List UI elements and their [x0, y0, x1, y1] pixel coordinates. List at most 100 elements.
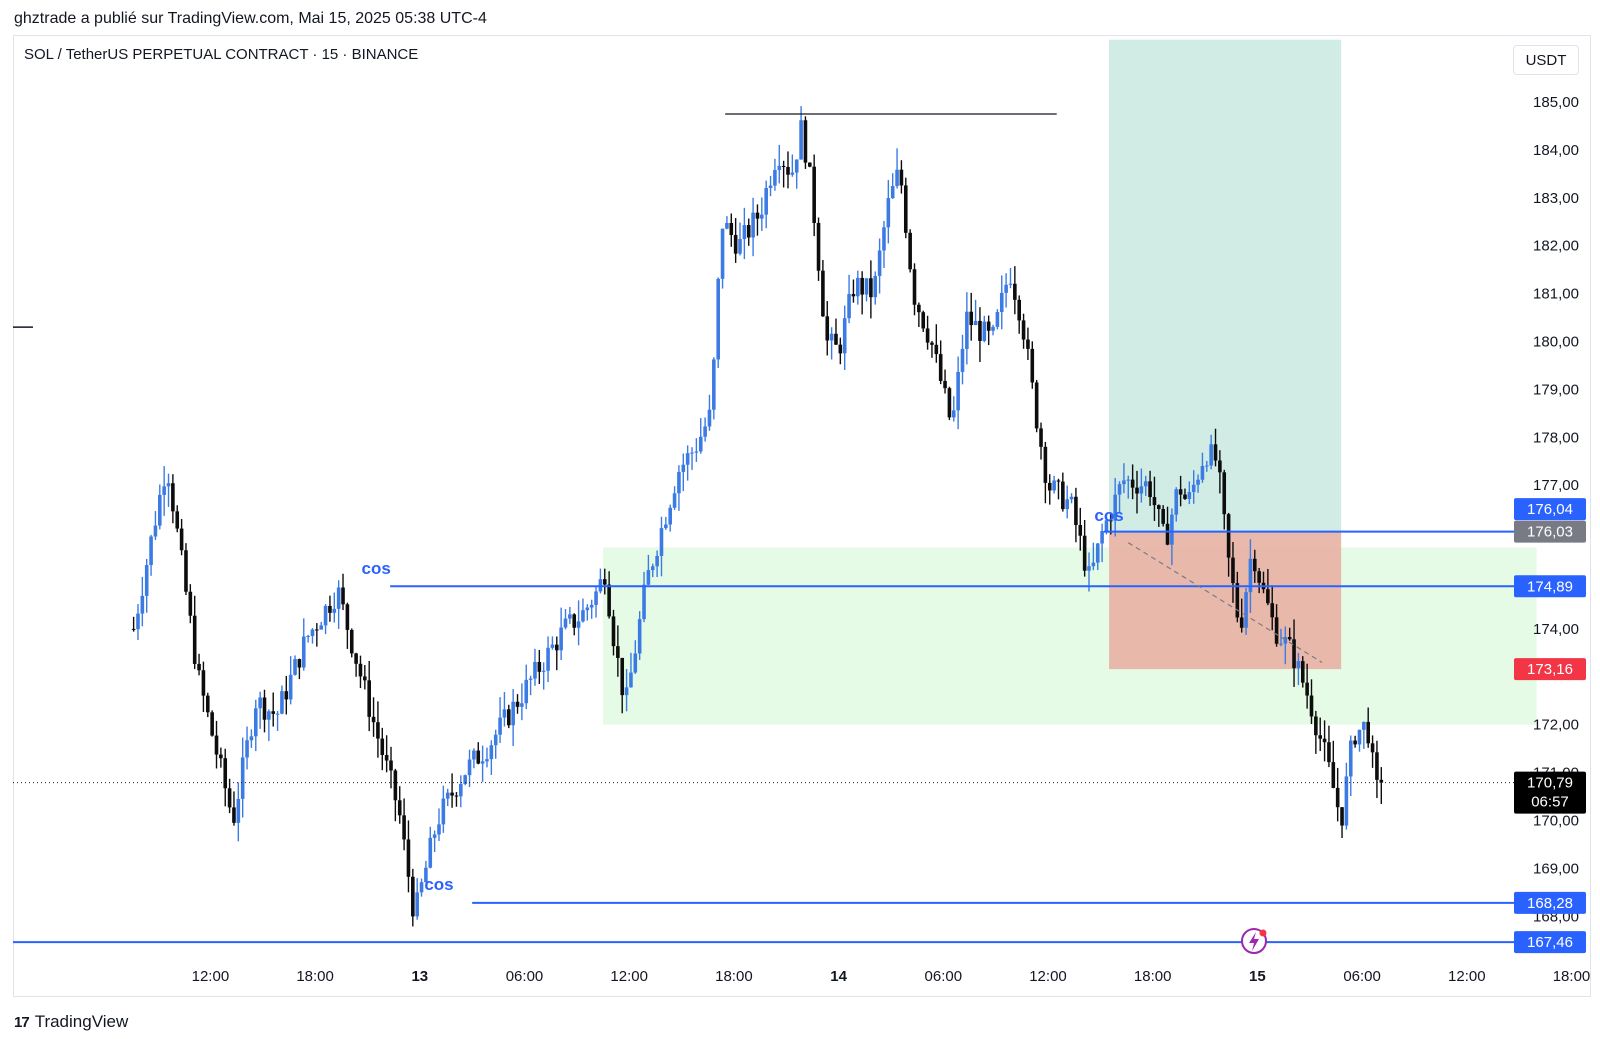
candle-body [607, 584, 611, 617]
candle-body [1047, 482, 1052, 491]
candle-body [1196, 479, 1200, 485]
candle-body [214, 735, 219, 755]
candle-body [528, 678, 533, 680]
candle-body [323, 605, 328, 626]
price-chart[interactable]: cos cos cos 185,00 184,00 183,00 182,00 181,00… [0, 0, 1600, 1000]
candle-body [1239, 617, 1244, 628]
candle-body [411, 876, 415, 917]
candle-body [402, 815, 406, 840]
candle-body [175, 511, 180, 529]
candle-body [1266, 589, 1270, 604]
candle-body [855, 277, 860, 297]
candle-body [956, 371, 960, 411]
y-tick-label: 180,00 [1533, 334, 1579, 351]
candle-body [520, 703, 524, 707]
candle-body [1152, 497, 1157, 506]
y-tick-label: 172,00 [1533, 717, 1579, 734]
candle-body [1143, 481, 1148, 487]
candle-body [1052, 480, 1056, 491]
candle-body [716, 278, 720, 360]
candle-body [310, 629, 315, 636]
candle-body [951, 410, 956, 418]
candle-body [397, 800, 402, 816]
candle-body [184, 550, 188, 592]
candle-body [903, 185, 908, 233]
candle-body [890, 186, 895, 199]
candle-body [258, 697, 262, 709]
currency-button[interactable]: USDT [1513, 45, 1579, 75]
candle-body [1021, 320, 1026, 340]
candle-body [1074, 496, 1078, 526]
candle-body [1161, 508, 1165, 524]
price-tag-text: 176,03 [1527, 524, 1573, 541]
x-tick-label: 18:00 [1553, 968, 1591, 985]
candle-body [869, 278, 873, 298]
candle-body [685, 453, 690, 465]
candle-body [1039, 428, 1043, 447]
candle-body [467, 759, 472, 776]
candle-body [506, 709, 511, 726]
candle-body [581, 610, 585, 622]
candle-body [162, 486, 166, 495]
candle-body [1200, 465, 1205, 480]
candle-body [149, 536, 153, 566]
candle-body [738, 239, 742, 254]
candle-body [524, 679, 529, 704]
candle-body [712, 359, 716, 410]
candle-body [419, 882, 424, 893]
candle-body [847, 294, 851, 319]
candle-body [799, 120, 803, 160]
candle-body [554, 644, 559, 651]
x-tick-label: 18:00 [715, 968, 753, 985]
x-tick-label: 18:00 [296, 968, 334, 985]
candle-body [1091, 562, 1096, 567]
candle-body [131, 628, 136, 630]
candle-body [232, 807, 236, 823]
candle-body [1305, 682, 1309, 696]
candle-body [908, 232, 912, 270]
lightning-icon[interactable] [1241, 928, 1267, 954]
candle-body [153, 525, 158, 537]
candle-body [533, 661, 537, 679]
candle-body [223, 758, 228, 789]
candle-body [681, 464, 686, 472]
candle-body [550, 644, 555, 648]
candle-body [1087, 566, 1091, 571]
candle-body [568, 614, 572, 619]
price-tag-168,28 [1514, 891, 1586, 914]
candle-body [995, 312, 1000, 327]
candle-body [650, 566, 655, 571]
candle-body [1322, 738, 1327, 743]
candle-body [576, 621, 581, 628]
candle-body [969, 311, 974, 326]
candle-body [921, 312, 926, 329]
footer-brand[interactable]: 17 TradingView [14, 1012, 128, 1032]
candle-body [633, 653, 638, 673]
candle-body [755, 212, 760, 219]
candle-body [1148, 481, 1152, 498]
x-tick-label: 06:00 [925, 968, 963, 985]
candle-body [912, 269, 917, 305]
price-tag-176,03 [1514, 520, 1586, 543]
candle-body [1157, 505, 1161, 509]
candle-body [1300, 661, 1305, 683]
candle-body [559, 627, 563, 651]
candle-body [441, 798, 446, 825]
price-tags: 176,04 176,03 174,89 173,16 168,28 167,46 170,… [1514, 498, 1586, 954]
candle-body [271, 711, 276, 714]
candle-body [476, 750, 481, 764]
y-tick-label: 169,00 [1533, 860, 1579, 877]
candle-body [760, 214, 764, 219]
candle-body [1174, 489, 1179, 515]
candle-body [1357, 729, 1362, 745]
publish-header: ghztrade a publié sur TradingView.com, M… [14, 10, 487, 27]
candle-body [415, 892, 419, 917]
candle-body [668, 507, 673, 525]
candle-body [620, 657, 625, 696]
candle-body [733, 235, 738, 254]
symbol-title[interactable]: SOL / TetherUS PERPETUAL CONTRACT · 15 ·… [24, 46, 419, 63]
candle-body [1287, 637, 1292, 640]
candle-body [1252, 558, 1257, 572]
candle-body [459, 783, 463, 797]
y-tick-label: 185,00 [1533, 94, 1579, 111]
